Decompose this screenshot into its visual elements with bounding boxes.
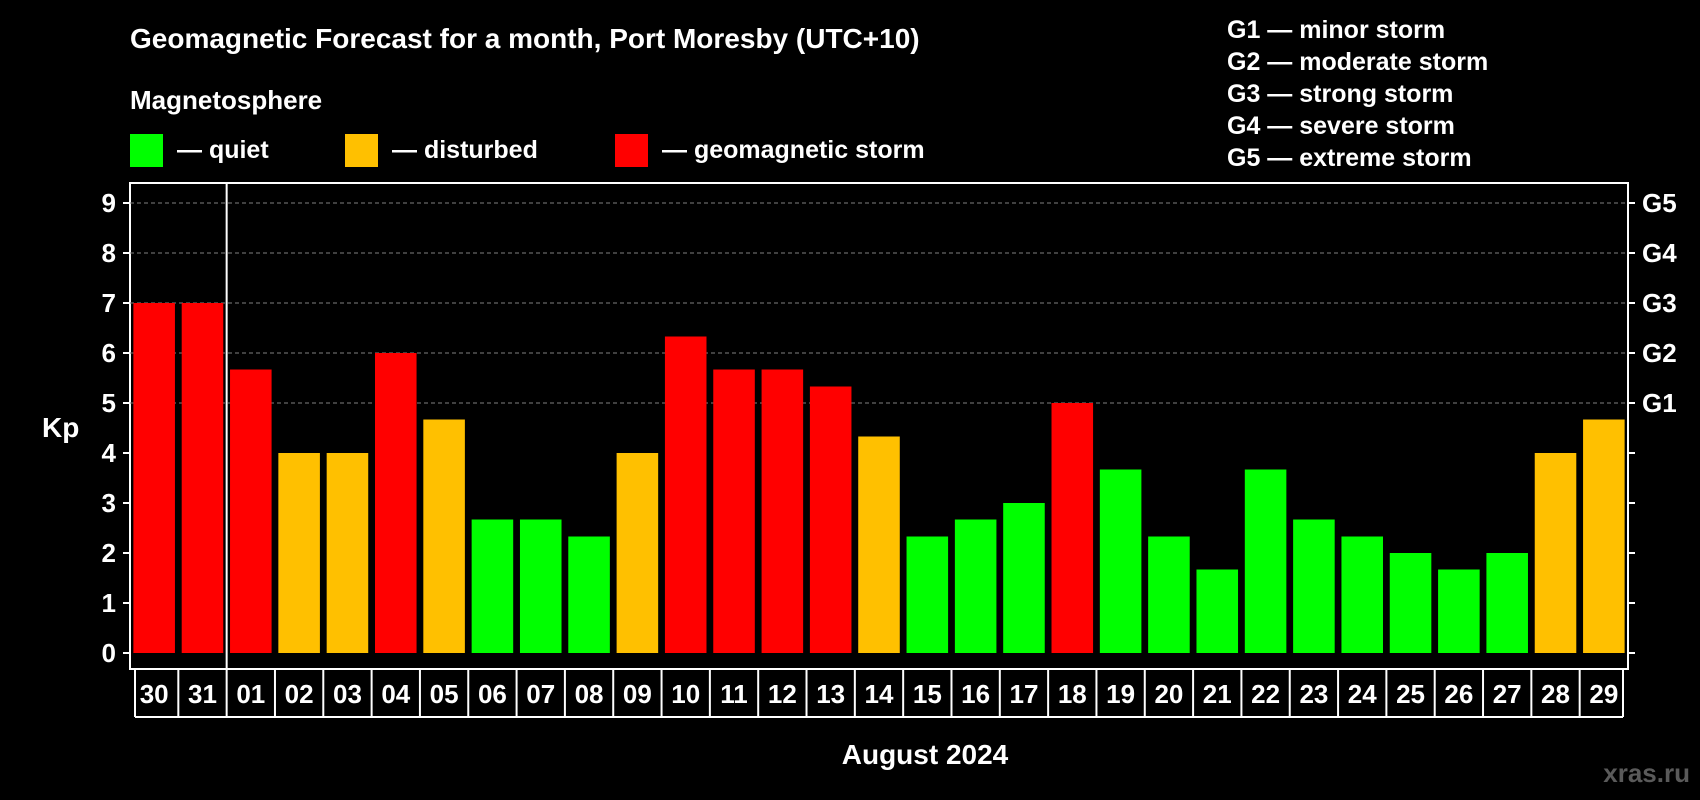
kp-bar-17 [1003, 503, 1045, 653]
date-label: 25 [1396, 679, 1425, 709]
g-scale-legend: G1 — minor storm G2 — moderate storm G3 — … [1227, 16, 1488, 172]
kp-bar-15 [906, 536, 949, 653]
g-scale-label: G5 [1642, 188, 1677, 218]
date-label: 23 [1299, 679, 1328, 709]
kp-bar-30 [133, 303, 175, 653]
g-scale-label: G4 [1642, 238, 1677, 268]
date-label: 05 [430, 679, 459, 709]
y-tick-label: 9 [102, 188, 116, 218]
kp-bar-22 [1244, 469, 1287, 653]
kp-bar-31 [181, 303, 224, 653]
kp-bar-28 [1534, 453, 1577, 653]
legend-label-disturbed: — disturbed [392, 136, 538, 164]
kp-bar-13 [809, 386, 852, 653]
kp-bar-19 [1099, 469, 1142, 653]
g-legend-item: G5 — extreme storm [1227, 144, 1472, 172]
kp-bar-25 [1389, 553, 1432, 653]
legend-swatch-quiet [130, 134, 163, 167]
date-label: 14 [865, 679, 894, 709]
kp-bar-11 [713, 369, 755, 653]
y-tick-label: 6 [102, 338, 116, 368]
g-scale-label: G3 [1642, 288, 1677, 318]
kp-bar-18 [1051, 403, 1094, 653]
kp-bar-03 [326, 453, 369, 653]
y-tick-label: 3 [102, 488, 116, 518]
date-label: 03 [333, 679, 362, 709]
y-tick-label: 5 [102, 388, 116, 418]
y-tick-label: 8 [102, 238, 116, 268]
g-scale-label: G1 [1642, 388, 1677, 418]
kp-bar-14 [858, 436, 900, 653]
kp-bar-01 [230, 369, 272, 653]
y-tick-label: 2 [102, 538, 116, 568]
plot-frame [129, 182, 1629, 670]
date-label: 13 [816, 679, 845, 709]
kp-bar-21 [1196, 569, 1239, 653]
x-axis-label: August 2024 [842, 739, 1009, 770]
kp-bar-29 [1583, 419, 1625, 653]
legend-label-storm: — geomagnetic storm [662, 136, 925, 164]
date-label: 04 [381, 679, 410, 709]
legend-swatch-storm [615, 134, 648, 167]
kp-bar-10 [664, 336, 707, 653]
date-label: 26 [1444, 679, 1473, 709]
date-label: 17 [1010, 679, 1039, 709]
kp-bar-04 [374, 353, 417, 653]
y-tick-label: 4 [102, 438, 117, 468]
date-label: 06 [478, 679, 507, 709]
y-tick-label: 0 [102, 638, 116, 668]
kp-bar-24 [1341, 536, 1384, 653]
g-scale-label: G2 [1642, 338, 1677, 368]
date-label: 24 [1348, 679, 1377, 709]
date-label: 11 [720, 679, 748, 709]
date-label: 28 [1541, 679, 1570, 709]
date-label: 18 [1058, 679, 1087, 709]
g-legend-item: G3 — strong storm [1227, 80, 1453, 108]
kp-bar-07 [519, 519, 562, 653]
date-label: 27 [1493, 679, 1522, 709]
g-legend-item: G2 — moderate storm [1227, 48, 1488, 76]
kp-bar-02 [278, 453, 320, 653]
date-label: 19 [1106, 679, 1135, 709]
kp-bar-23 [1293, 519, 1335, 653]
status-legend: — quiet — disturbed — geomagnetic storm [130, 134, 925, 167]
section-label: Magnetosphere [130, 85, 322, 115]
y-axis-label: Kp [42, 412, 79, 443]
date-label: 07 [526, 679, 555, 709]
kp-bar-20 [1148, 536, 1190, 653]
date-label: 16 [961, 679, 990, 709]
kp-bar-05 [423, 419, 465, 653]
date-label: 20 [1154, 679, 1183, 709]
legend-swatch-disturbed [345, 134, 378, 167]
date-label: 21 [1203, 679, 1232, 709]
kp-bar-06 [471, 519, 514, 653]
kp-bar-16 [954, 519, 997, 653]
date-label: 12 [768, 679, 797, 709]
kp-bar-09 [616, 453, 659, 653]
date-label: 08 [575, 679, 604, 709]
date-label: 09 [623, 679, 652, 709]
kp-bar-27 [1486, 553, 1528, 653]
date-label: 15 [913, 679, 942, 709]
kp-bar-08 [568, 536, 610, 653]
watermark: xras.ru [1603, 758, 1690, 788]
y-tick-label: 7 [102, 288, 116, 318]
date-label: 30 [140, 679, 169, 709]
g-legend-item: G4 — severe storm [1227, 112, 1455, 140]
chart-title: Geomagnetic Forecast for a month, Port M… [130, 23, 920, 54]
date-label: 10 [671, 679, 700, 709]
date-label: 01 [236, 679, 265, 709]
date-label: 29 [1589, 679, 1618, 709]
date-label: 02 [285, 679, 314, 709]
date-label: 31 [188, 679, 217, 709]
kp-bar-26 [1438, 569, 1480, 653]
date-label: 22 [1251, 679, 1280, 709]
kp-bar-12 [761, 369, 804, 653]
y-tick-label: 1 [102, 588, 116, 618]
legend-label-quiet: — quiet [177, 136, 269, 164]
g-legend-item: G1 — minor storm [1227, 16, 1445, 44]
